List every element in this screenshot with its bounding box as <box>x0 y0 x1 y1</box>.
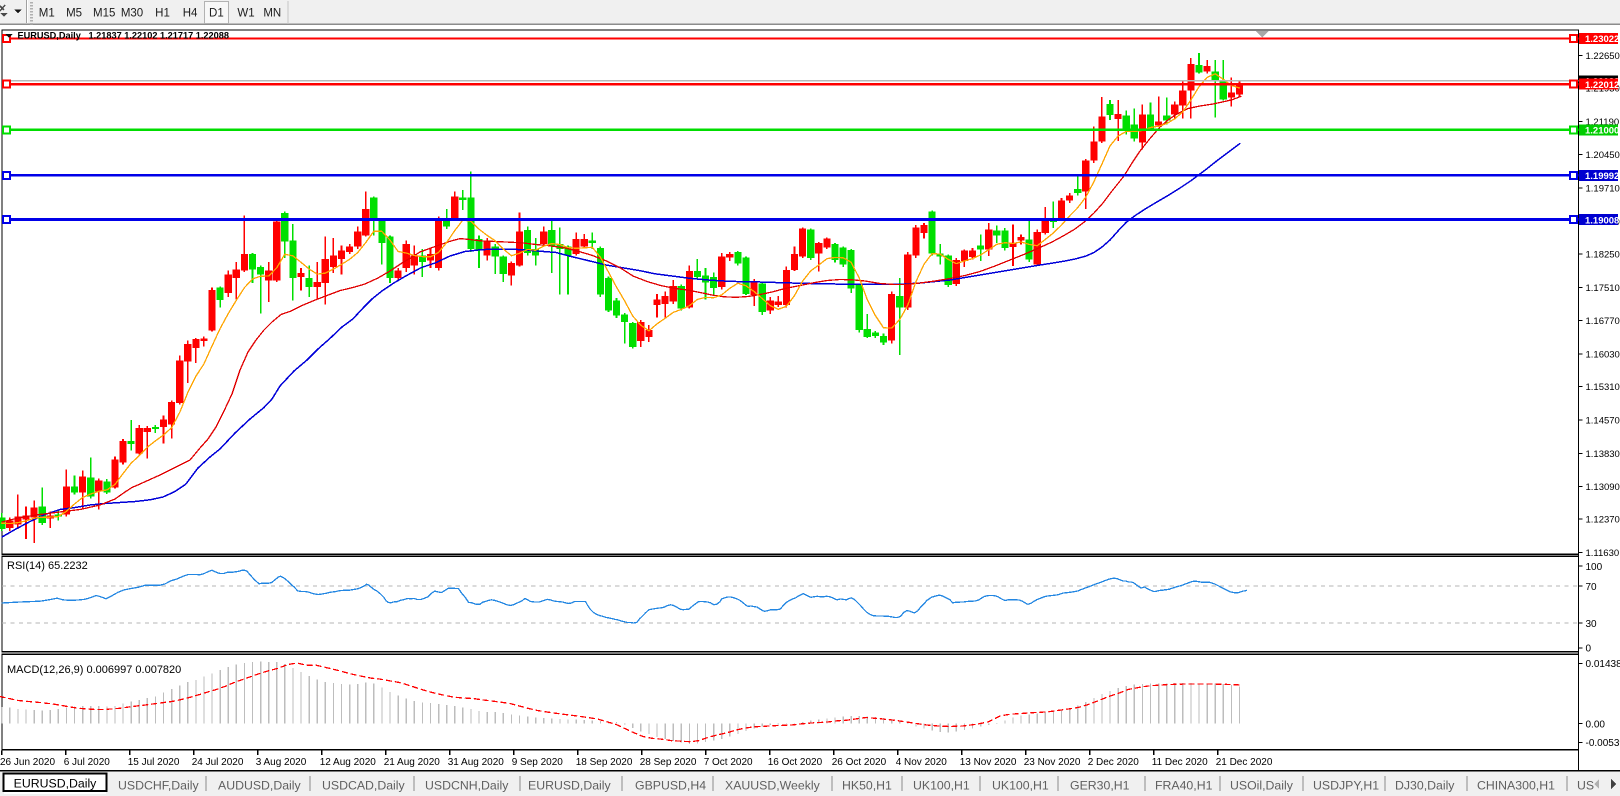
svg-text:USDCHF,Daily: USDCHF,Daily <box>118 779 199 793</box>
svg-text:3 Aug 2020: 3 Aug 2020 <box>256 757 307 768</box>
svg-text:1.18250: 1.18250 <box>1586 249 1620 260</box>
svg-text:1.12370: 1.12370 <box>1586 515 1620 526</box>
svg-text:4 Nov 2020: 4 Nov 2020 <box>896 757 948 768</box>
svg-text:USOil,Daily: USOil,Daily <box>1230 779 1294 793</box>
svg-text:DJ30,Daily: DJ30,Daily <box>1395 779 1455 793</box>
svg-text:H4: H4 <box>183 8 198 20</box>
svg-text:0.00: 0.00 <box>1586 719 1606 730</box>
svg-text:EURUSD,Daily: EURUSD,Daily <box>528 779 612 793</box>
svg-text:7 Oct 2020: 7 Oct 2020 <box>704 757 753 768</box>
svg-text:21 Dec 2020: 21 Dec 2020 <box>1216 757 1273 768</box>
svg-text:0.014384: 0.014384 <box>1586 659 1620 670</box>
svg-text:9 Sep 2020: 9 Sep 2020 <box>512 757 564 768</box>
svg-text:1.20450: 1.20450 <box>1586 150 1620 161</box>
svg-text:1.13090: 1.13090 <box>1586 482 1620 493</box>
svg-text:26 Jun 2020: 26 Jun 2020 <box>0 757 55 768</box>
svg-text:EURUSD,Daily 1.21837 1.22102: EURUSD,Daily 1.21837 1.22102 1.21717 1.2… <box>18 30 229 40</box>
svg-text:RSI(14) 65.2232: RSI(14) 65.2232 <box>7 560 88 572</box>
svg-text:21 Aug 2020: 21 Aug 2020 <box>384 757 441 768</box>
svg-text:M5: M5 <box>66 8 82 20</box>
svg-text:31 Aug 2020: 31 Aug 2020 <box>448 757 505 768</box>
svg-text:100: 100 <box>1586 562 1603 573</box>
svg-text:HK50,H1: HK50,H1 <box>842 779 892 793</box>
svg-text:1.19008: 1.19008 <box>1585 215 1619 226</box>
svg-text:CHINA300,H1: CHINA300,H1 <box>1477 779 1555 793</box>
svg-text:1.16770: 1.16770 <box>1586 316 1620 327</box>
svg-text:1.15310: 1.15310 <box>1586 382 1620 393</box>
svg-text:UK100,H1: UK100,H1 <box>913 779 970 793</box>
svg-text:16 Oct 2020: 16 Oct 2020 <box>768 757 823 768</box>
svg-text:6 Jul 2020: 6 Jul 2020 <box>64 757 111 768</box>
svg-text:2 Dec 2020: 2 Dec 2020 <box>1088 757 1140 768</box>
svg-text:1.22650: 1.22650 <box>1586 51 1620 62</box>
svg-text:USDCAD,Daily: USDCAD,Daily <box>322 779 406 793</box>
svg-text:XAUUSD,Weekly: XAUUSD,Weekly <box>725 779 821 793</box>
svg-text:23 Nov 2020: 23 Nov 2020 <box>1024 757 1081 768</box>
svg-text:11 Dec 2020: 11 Dec 2020 <box>1152 757 1208 768</box>
svg-text:1.21190: 1.21190 <box>1586 117 1620 128</box>
svg-text:1.14570: 1.14570 <box>1586 416 1620 427</box>
svg-text:1.21000: 1.21000 <box>1585 125 1619 136</box>
svg-text:MN: MN <box>263 8 281 20</box>
svg-text:13 Nov 2020: 13 Nov 2020 <box>960 757 1017 768</box>
svg-text:FRA40,H1: FRA40,H1 <box>1155 779 1213 793</box>
svg-text:0: 0 <box>1586 644 1592 655</box>
svg-text:30: 30 <box>1586 619 1598 630</box>
svg-text:M1: M1 <box>39 8 55 20</box>
svg-text:1.16030: 1.16030 <box>1586 350 1620 361</box>
svg-text:-0.00539: -0.00539 <box>1586 738 1620 749</box>
svg-text:USDCNH,Daily: USDCNH,Daily <box>425 779 509 793</box>
svg-text:US: US <box>1577 779 1594 793</box>
svg-text:W1: W1 <box>237 8 254 20</box>
svg-text:1.17510: 1.17510 <box>1586 283 1620 294</box>
svg-text:1.11630: 1.11630 <box>1586 548 1620 559</box>
svg-text:M15: M15 <box>93 8 115 20</box>
svg-text:EURUSD,Daily: EURUSD,Daily <box>14 776 98 790</box>
svg-text:1.23022: 1.23022 <box>1585 34 1619 45</box>
svg-text:24 Jul 2020: 24 Jul 2020 <box>192 757 244 768</box>
svg-text:1.13830: 1.13830 <box>1586 449 1620 460</box>
svg-text:70: 70 <box>1586 582 1598 593</box>
svg-text:UK100,H1: UK100,H1 <box>992 779 1049 793</box>
svg-text:D1: D1 <box>209 8 224 20</box>
svg-text:12 Aug 2020: 12 Aug 2020 <box>320 757 377 768</box>
svg-text:GER30,H1: GER30,H1 <box>1070 779 1130 793</box>
svg-text:M30: M30 <box>121 8 143 20</box>
svg-text:AUDUSD,Daily: AUDUSD,Daily <box>218 779 302 793</box>
svg-text:USDJPY,H1: USDJPY,H1 <box>1313 779 1379 793</box>
svg-text:26 Oct 2020: 26 Oct 2020 <box>832 757 887 768</box>
svg-text:28 Sep 2020: 28 Sep 2020 <box>640 757 697 768</box>
svg-text:18 Sep 2020: 18 Sep 2020 <box>576 757 633 768</box>
svg-text:MACD(12,26,9) 0.006997 0.00782: MACD(12,26,9) 0.006997 0.007820 <box>7 664 181 676</box>
svg-text:GBPUSD,H4: GBPUSD,H4 <box>635 779 706 793</box>
svg-text:1.19710: 1.19710 <box>1586 184 1620 195</box>
svg-text:1.22012: 1.22012 <box>1585 80 1619 91</box>
svg-text:15 Jul 2020: 15 Jul 2020 <box>128 757 180 768</box>
svg-text:1.19992: 1.19992 <box>1585 171 1619 182</box>
svg-text:H1: H1 <box>155 8 170 20</box>
